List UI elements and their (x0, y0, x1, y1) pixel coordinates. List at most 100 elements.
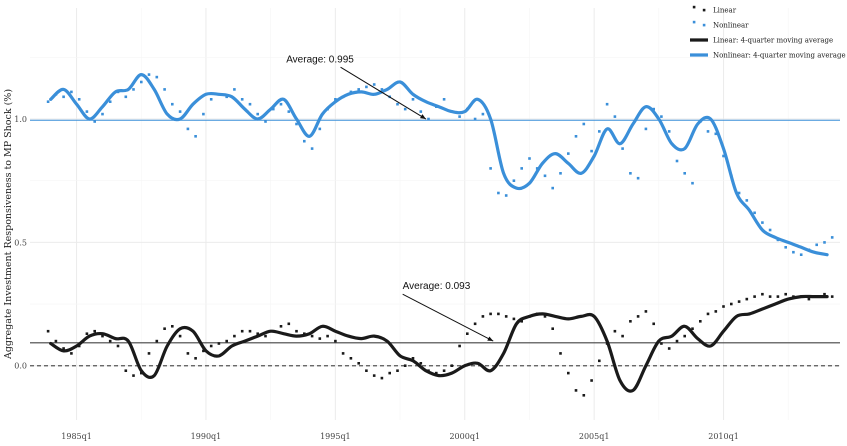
annotation-label: Average: 0.093 (403, 281, 471, 292)
data-point (403, 107, 407, 111)
data-point (178, 110, 182, 113)
data-point (108, 100, 112, 103)
x-tick-label: 1990q1 (191, 432, 222, 441)
x-tick-label: 1995q1 (320, 432, 351, 441)
data-point (520, 320, 523, 323)
data-point (528, 315, 531, 318)
data-point (427, 369, 430, 372)
data-point (481, 112, 485, 116)
data-point (543, 315, 547, 318)
data-point (504, 315, 508, 318)
legend-key-point (692, 5, 696, 9)
data-point (567, 371, 570, 375)
data-point (823, 241, 826, 244)
data-point (303, 139, 306, 143)
data-point (543, 174, 547, 178)
data-point (644, 310, 648, 313)
data-point (473, 322, 477, 326)
data-point (380, 88, 384, 91)
axes: Aggregate Investment Responsiveness to M… (3, 89, 739, 441)
data-point (435, 105, 438, 108)
annotation-arrowhead (487, 336, 494, 342)
data-point (54, 339, 58, 343)
data-point (54, 93, 58, 96)
data-point (792, 250, 795, 254)
data-point (706, 130, 710, 133)
data-point (178, 334, 182, 338)
data-point (163, 88, 166, 91)
data-point (582, 394, 586, 397)
data-point (807, 297, 811, 301)
x-tick-label: 2005q1 (579, 432, 610, 441)
data-point (279, 102, 283, 106)
data-point (295, 329, 298, 333)
data-point (551, 186, 554, 190)
data-point (559, 172, 562, 175)
data-point (202, 349, 205, 353)
data-point (504, 194, 508, 197)
data-point (411, 357, 415, 360)
data-point (590, 379, 593, 382)
data-point (77, 98, 81, 101)
data-point (372, 374, 376, 377)
data-point (295, 122, 298, 126)
annotation-arrowhead (420, 114, 426, 120)
data-point (365, 85, 368, 89)
data-point (753, 211, 756, 215)
data-point (427, 117, 430, 121)
data-point (272, 107, 275, 111)
data-point (326, 107, 329, 111)
data-point (287, 322, 291, 326)
data-point (683, 334, 686, 338)
data-point (70, 352, 73, 355)
series-line-linear-4-quarter-moving-average (49, 294, 829, 393)
series-group (46, 73, 834, 397)
data-point (256, 332, 259, 335)
data-point (101, 334, 104, 338)
data-point (450, 364, 454, 367)
series-points-linear (46, 292, 834, 397)
legend-label: Linear (713, 7, 737, 15)
y-tick-label: 0.5 (14, 238, 27, 247)
data-point (326, 334, 329, 338)
data-point (753, 295, 756, 298)
data-point (217, 93, 221, 96)
data-point (598, 359, 601, 363)
data-point (380, 376, 384, 380)
data-point (116, 90, 120, 94)
data-point (815, 243, 818, 247)
data-point (171, 102, 174, 106)
data-point (124, 95, 128, 99)
data-point (652, 322, 655, 326)
data-point (209, 98, 213, 101)
data-point (730, 302, 733, 306)
data-point (466, 332, 469, 335)
data-point (582, 122, 586, 126)
data-point (217, 342, 221, 345)
data-point (730, 174, 733, 178)
data-point (225, 95, 228, 99)
data-point (567, 152, 570, 155)
data-point (512, 179, 516, 182)
data-point (442, 98, 446, 101)
data-point (489, 167, 492, 170)
x-tick-label: 2010q1 (708, 432, 739, 441)
data-point (466, 107, 469, 111)
data-point (124, 369, 128, 372)
data-point (714, 310, 718, 313)
data-point (458, 115, 461, 118)
data-point (186, 352, 190, 355)
data-point (473, 117, 477, 121)
data-point (605, 102, 609, 106)
data-point (761, 221, 764, 224)
data-point (520, 167, 523, 170)
data-point (240, 98, 244, 101)
data-point (303, 332, 306, 335)
data-point (551, 327, 554, 330)
series-points-nonlinear (46, 73, 834, 256)
data-point (435, 371, 438, 375)
data-point (706, 312, 710, 316)
data-point (62, 347, 65, 350)
data-point (411, 98, 415, 101)
data-point (660, 115, 663, 118)
